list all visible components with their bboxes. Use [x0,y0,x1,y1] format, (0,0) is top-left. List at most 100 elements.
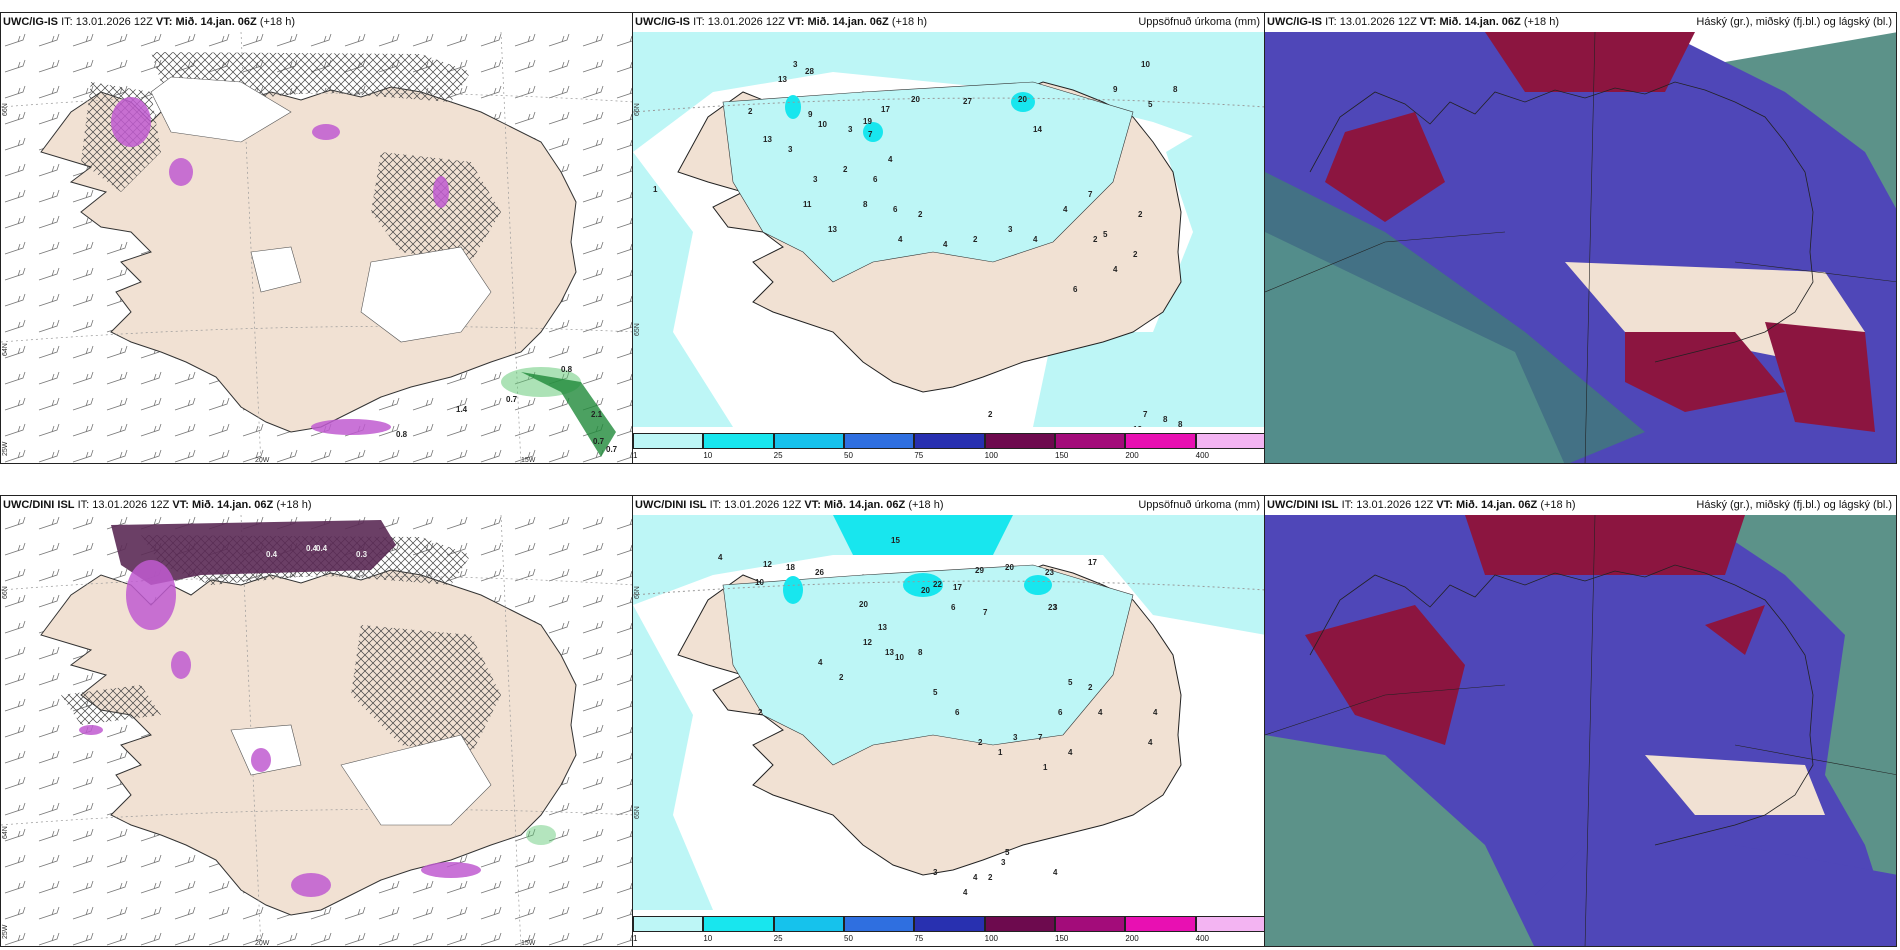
precip-value-label: 2 [839,673,844,682]
cloud-band [111,520,396,585]
precip-value-label: 4 [1153,708,1158,717]
panel-title: Háský (gr.), miðský (fj.bl.) og lágský (… [1696,499,1892,511]
colorbar-tick: 1 [633,934,638,943]
precip-value-label: 6 [955,708,960,717]
colorbar-swatch [1055,916,1126,932]
panel-title: Háský (gr.), miðský (fj.bl.) og lágský (… [1696,16,1892,28]
precip-value-label: 2 [973,235,978,244]
precip-value-label: 8 [1173,85,1178,94]
precip-value-label: 2 [988,873,993,882]
precip-value-label: 19 [863,117,872,126]
colorbar-swatch [914,916,985,932]
precip-value-label: 5 [1068,678,1073,687]
precip-area [785,95,801,119]
precip-value-label: 5 [1103,230,1108,239]
precip-area [783,576,803,604]
axis-label: 65N [634,806,641,819]
graticule [633,580,1264,596]
precip-value-label: 2 [758,708,763,717]
hatched-region [371,152,501,262]
precip-area [863,122,883,142]
precip-value-label: 7 [983,608,988,617]
precip-value-label: 13 [778,75,787,84]
precip-value-label: 10 [1141,60,1150,69]
precip-value-label: 1 [998,748,1003,757]
wind-value-labels: 0.4 0.4 0.3 0.4 [266,544,368,559]
precip-value-label: 2 [988,410,993,419]
precip-value-label: 4 [1113,265,1118,274]
precip-area [722,564,1134,766]
precip-value-label: 6 [1058,708,1063,717]
precip-value-label: 2 [918,210,923,219]
precip-value-label: 3 [1008,225,1013,234]
precip-value-label: 3 [1001,858,1006,867]
panel-dini-precip: UWC/DINI ISL IT: 13.01.2026 12Z VT: Mið.… [632,495,1265,947]
colorbar-tick: 75 [914,934,924,943]
precip-value-label: 5 [1005,848,1010,857]
colorbar-swatch [703,433,774,449]
colorbar-tick: 10 [703,934,713,943]
precip-area [1024,575,1052,595]
precip-value-label: 15 [891,536,900,545]
precip-value-label: 22 [933,580,942,589]
snow-free-patch [250,246,302,293]
wind-precip-map: 0.4 0.4 0.3 0.4 66N 64N 25W 20W 15W [1,515,632,947]
precip-value-label: 4 [973,873,978,882]
colorbar-swatch [844,916,915,932]
axis-label: 25W [2,924,9,939]
colorbar-tick: 400 [1195,451,1210,460]
precip-value-label: 11 [803,200,812,209]
wind-label: 0.7 [506,395,518,404]
colorbar-tick: 25 [773,934,783,943]
coastline [1309,81,1814,363]
precip-value-label: 2 [1088,683,1093,692]
colorbar-tick: 10 [703,451,713,460]
precip-value-label: 20 [1018,95,1027,104]
panel-ig-is-clouds: UWC/IG-IS IT: 13.01.2026 12Z VT: Mið. 14… [1264,12,1897,464]
panel-header: UWC/IG-IS IT: 13.01.2026 12Z VT: Mið. 14… [1265,13,1896,32]
precip-value-label: 3 [1013,733,1018,742]
colorbar-tick: 150 [1055,451,1069,460]
colorbar-tick: 25 [773,451,783,460]
precip-value-label: 2 [1093,235,1098,244]
precip-value-label: 8 [918,648,923,657]
axis-label: 20W [255,940,270,947]
region-boundary [1265,515,1896,946]
precip-value-label: 17 [953,583,962,592]
precip-area [722,81,1134,283]
axis-label: 65N [634,323,641,336]
region-boundary [1265,32,1896,463]
colorbar-swatch [1195,433,1264,449]
precip-value-label: 26 [815,568,824,577]
colorbar-tick: 50 [844,934,853,943]
precip-value-label: 14 [1033,125,1042,134]
precip-value-label: 6 [951,603,956,612]
axis-label: 64N [2,826,9,839]
precip-value-label: 20 [1005,563,1014,572]
panel-header: UWC/DINI ISL IT: 13.01.2026 12Z VT: Mið.… [1,496,632,515]
precip-value-label: 10 [818,120,827,129]
precip-value-label: 1 [653,185,658,194]
precip-blobs [79,560,556,897]
colorbar-tick: 100 [984,934,999,943]
colorbar-tick: 200 [1125,934,1139,943]
precip-value-label: 7 [1143,410,1148,419]
precip-value-label: 6 [873,175,878,184]
precip-value-label: 18 [786,563,795,572]
colorbar-swatch [703,916,774,932]
precip-value-label: 4 [898,235,903,244]
panel-header: UWC/DINI ISL IT: 13.01.2026 12Z VT: Mið.… [633,496,1264,515]
precip-value-label: 4 [1053,868,1058,877]
precip-value-label: 4 [963,888,968,897]
precip-value-label: 1 [1043,763,1048,772]
precip-area [903,573,943,597]
precip-value-label: 4 [718,553,723,562]
precip-value-label: 10 [895,653,904,662]
hatched-region [351,625,501,755]
precip-value-label: 17 [1088,558,1097,567]
wind-label: 0.8 [561,365,573,374]
snow-free-patch [360,246,492,343]
